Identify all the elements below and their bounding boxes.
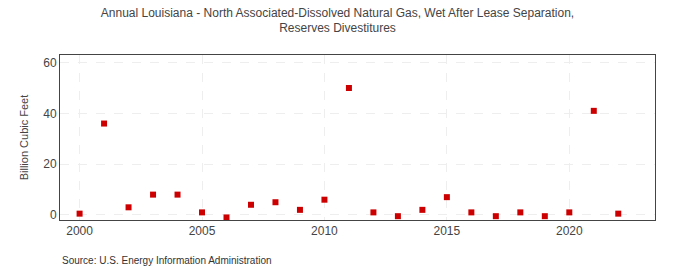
svg-text:2010: 2010 [311, 224, 338, 238]
svg-text:Annual Louisiana - North Assoc: Annual Louisiana - North Associated-Diss… [101, 6, 574, 36]
svg-text:0: 0 [50, 208, 57, 222]
svg-text:2020: 2020 [556, 224, 583, 238]
svg-text:2005: 2005 [189, 224, 216, 238]
svg-text:2015: 2015 [434, 224, 461, 238]
svg-text:40: 40 [43, 107, 57, 121]
svg-text:2000: 2000 [66, 224, 93, 238]
svg-text:60: 60 [43, 56, 57, 70]
svg-text:Source: U.S. Energy Informatio: Source: U.S. Energy Information Administ… [62, 255, 272, 266]
svg-text:Billion Cubic Feet: Billion Cubic Feet [18, 95, 30, 181]
svg-text:20: 20 [43, 157, 57, 171]
